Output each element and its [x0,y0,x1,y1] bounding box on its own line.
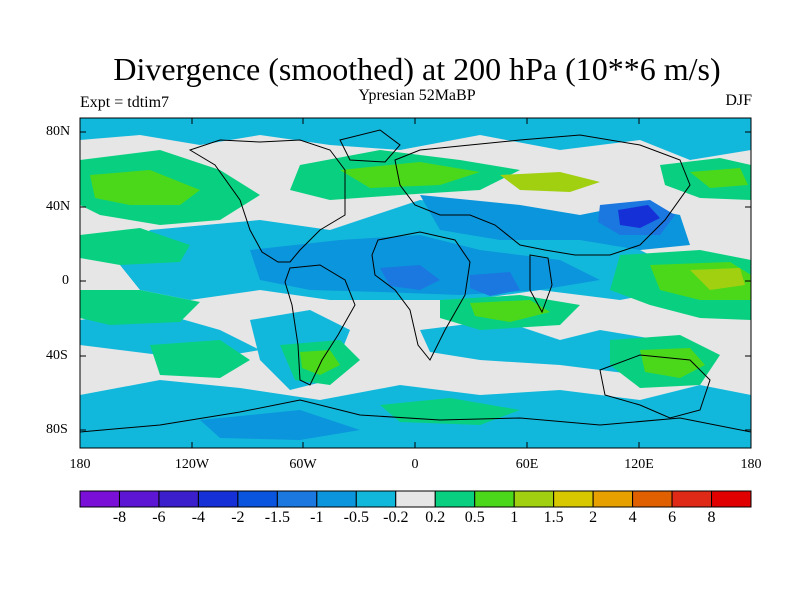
map-subtitle: Ypresian 52MaBP [358,87,476,104]
colorbar-label: -1.5 [264,509,291,526]
coastline-greenland [339,129,401,163]
divergence-field [80,118,751,448]
colorbar-box [276,490,318,508]
colorbar-label: -0.5 [343,509,369,526]
pos-region-australia-core [640,348,705,378]
tick-marks [79,118,752,448]
coastline-north-america [188,139,346,263]
pos-region-samerica-core [300,350,340,375]
colorbar-label: 4 [628,509,637,526]
neg-region-africa [380,265,440,290]
season-label: DJF [725,92,752,109]
colorbar-label: 1.5 [543,509,564,526]
pos-region-arctic-n-core [690,168,748,188]
neg-region-india [470,272,520,296]
map-title: Divergence (smoothed) at 200 hPa (10**6 … [113,51,721,87]
pos-region-s-indian-core [470,300,550,322]
coastline-australia [599,354,711,419]
colorbar-label: -6 [152,509,166,526]
colorbar-box [237,490,278,508]
colorbar-box [592,490,634,508]
colorbar-box [513,490,555,508]
lon-label-180w: 180 [69,457,91,472]
colorbar-box [671,490,713,508]
colorbar-box [355,490,397,508]
pos-region-pacific-s [150,340,250,378]
colorbar-label: 6 [668,509,677,526]
lat-label-40s: 40S [46,348,68,363]
colorbar-label: 1 [510,509,519,526]
lat-label-80n: 80N [46,124,71,139]
lon-label-120e: 120E [624,457,654,472]
lon-label-180e: 180 [740,457,762,472]
colorbar-label: -8 [112,509,127,526]
neg-region-arctic [80,118,751,160]
colorbar-box [632,490,673,508]
coastlines [80,129,751,433]
lat-label-0: 0 [62,273,69,288]
neg-region-south-mid [200,410,360,440]
lon-label-60e: 60E [515,457,539,472]
lat-label-80s: 80S [46,422,68,437]
lat-label-40n: 40N [46,199,71,214]
coastline-india [529,254,553,314]
colorbar-boxes [79,490,752,508]
experiment-label: Expt = tdtim7 [80,94,170,111]
colorbar-label: -4 [191,509,206,526]
colorbar-box [158,490,199,508]
colorbar-label: -0.2 [383,509,409,526]
colorbar-label: -1 [310,509,324,526]
colorbar-label: 2 [589,509,598,526]
colorbar-box [434,490,476,508]
coastline-eurasia [394,134,691,256]
colorbar-label: 8 [707,509,716,526]
pos-region-wpacific-peak [690,268,745,290]
lon-label-60w: 60W [289,457,317,472]
colorbar-box [316,490,357,508]
pos-region-epacific [80,228,190,265]
pos-region-tropical-s [80,290,200,325]
colorbar-box [79,490,120,508]
coastline-antarctica [80,399,751,433]
coastline-south-america [284,264,356,386]
colorbar-box [711,490,752,508]
colorbar-label: 0.5 [464,509,485,526]
coastline-africa [371,231,471,361]
neg-region-asia-strong [618,205,660,228]
colorbar-box [395,490,436,508]
pos-region-natlantic-core [340,162,480,188]
lon-label-0: 0 [411,457,419,472]
pos-region-eurasia [500,172,600,192]
colorbar-box [197,490,239,508]
colorbar-label: -2 [231,509,245,526]
colorbar-label: 0.2 [425,509,446,526]
colorbar-box [553,490,594,508]
pos-region-npacific-core [90,170,200,205]
lon-label-120w: 120W [174,457,210,472]
colorbar-box [118,490,160,508]
colorbar-box [474,490,515,508]
